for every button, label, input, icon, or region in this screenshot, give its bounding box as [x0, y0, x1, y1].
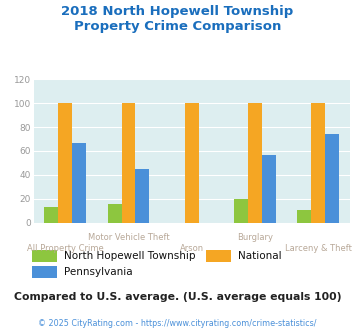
Bar — [185, 103, 199, 223]
Bar — [311, 103, 325, 223]
Text: North Hopewell Township: North Hopewell Township — [64, 251, 195, 261]
Bar — [297, 210, 311, 223]
Text: © 2025 CityRating.com - https://www.cityrating.com/crime-statistics/: © 2025 CityRating.com - https://www.city… — [38, 319, 317, 328]
Text: Burglary: Burglary — [237, 233, 273, 242]
Bar — [121, 103, 136, 223]
Bar — [136, 169, 149, 223]
Bar — [234, 199, 248, 223]
Bar — [248, 103, 262, 223]
Text: National: National — [238, 251, 282, 261]
Bar — [44, 207, 58, 223]
Bar — [325, 134, 339, 223]
Text: Compared to U.S. average. (U.S. average equals 100): Compared to U.S. average. (U.S. average … — [14, 292, 341, 302]
Text: Larceny & Theft: Larceny & Theft — [285, 244, 351, 253]
Bar — [58, 103, 72, 223]
Text: All Property Crime: All Property Crime — [27, 244, 104, 253]
Text: Arson: Arson — [180, 244, 204, 253]
Bar — [108, 204, 121, 223]
Bar — [72, 143, 86, 223]
Bar — [262, 154, 276, 223]
Text: Motor Vehicle Theft: Motor Vehicle Theft — [88, 233, 169, 242]
Text: 2018 North Hopewell Township
Property Crime Comparison: 2018 North Hopewell Township Property Cr… — [61, 5, 294, 33]
Text: Pennsylvania: Pennsylvania — [64, 267, 132, 277]
